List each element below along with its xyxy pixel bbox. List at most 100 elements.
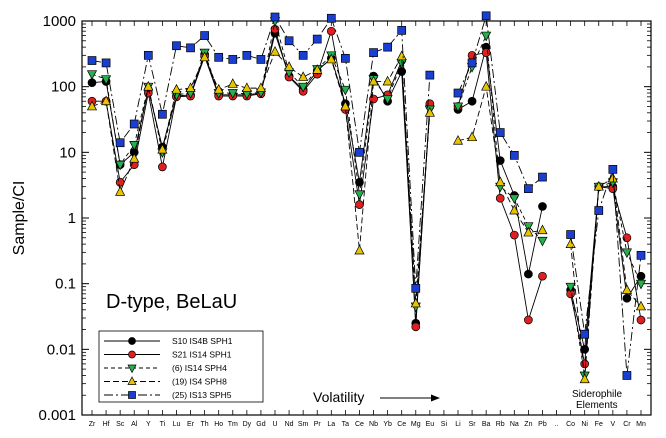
data-point <box>171 83 182 94</box>
data-point <box>200 31 209 40</box>
data-point <box>580 359 590 369</box>
data-point <box>523 226 534 237</box>
data-point <box>298 50 308 60</box>
data-point <box>227 78 238 88</box>
data-point <box>115 186 126 196</box>
x-tick-label: Cr <box>623 421 631 428</box>
x-tick-label: Pb <box>538 421 547 428</box>
data-point <box>270 12 280 22</box>
data-point <box>425 70 435 80</box>
data-point <box>397 26 407 35</box>
y-tick-label: 1000 <box>43 13 76 30</box>
data-point <box>101 58 111 68</box>
data-point <box>241 82 252 92</box>
data-point <box>524 269 533 279</box>
data-point <box>86 100 98 111</box>
series-4 <box>86 46 647 384</box>
data-point <box>495 176 506 187</box>
x-tick-label: Hf <box>103 421 110 428</box>
data-point <box>355 200 364 209</box>
data-point <box>635 279 647 290</box>
x-tick-label: Co <box>566 421 575 428</box>
data-point <box>566 230 575 239</box>
data-point <box>411 283 421 293</box>
data-point <box>340 100 351 111</box>
x-tick-label: .. <box>555 421 559 428</box>
volatility-label: Volatility <box>313 389 364 405</box>
legend: S10 IS4B SPH1 S21 IS14 SPH1 (6) IS14 SPH4 (… <box>98 330 264 403</box>
data-point <box>509 230 519 240</box>
data-point <box>466 131 478 142</box>
data-point <box>580 329 590 339</box>
data-point <box>622 233 632 243</box>
x-tick-label: Rb <box>496 421 505 428</box>
x-tick-label: Ba <box>482 421 491 428</box>
data-point <box>100 95 112 106</box>
x-tick-label: Ta <box>342 421 350 428</box>
data-point <box>593 180 604 191</box>
x-tick-label: U <box>272 421 277 428</box>
y-tick-label: 100 <box>51 79 76 96</box>
data-point <box>452 135 464 145</box>
data-point <box>621 284 633 294</box>
data-point <box>256 55 266 64</box>
legend-label: (6) IS14 SPH4 <box>172 363 227 373</box>
x-tick-label: Eu <box>426 421 435 428</box>
x-tick-label: Er <box>187 421 195 428</box>
x-tick-label: Pr <box>314 421 322 428</box>
data-point <box>579 373 590 384</box>
x-tick-label: Fe <box>595 421 603 428</box>
data-point <box>396 50 407 61</box>
volatility-arrow-head <box>431 394 440 402</box>
x-tick-label: Mg <box>411 421 421 428</box>
data-point <box>537 236 548 247</box>
data-point <box>242 50 252 60</box>
x-tick-label: Zr <box>89 421 96 428</box>
x-tick-label: Zn <box>524 421 532 428</box>
legend-marker <box>128 391 136 399</box>
x-tick-label: Mn <box>636 421 646 428</box>
data-point <box>565 282 576 293</box>
x-tick-label: Si <box>441 421 448 428</box>
data-point <box>115 160 126 171</box>
data-point <box>608 165 618 174</box>
data-point <box>158 162 167 172</box>
data-point <box>185 82 196 92</box>
data-point <box>228 55 238 64</box>
data-point <box>467 50 477 60</box>
data-point <box>326 26 336 36</box>
y-tick-label: 0.01 <box>47 341 76 358</box>
data-point <box>284 36 294 46</box>
x-tick-label: Tm <box>228 421 238 428</box>
y-axis-label: Sample/CI <box>11 181 28 256</box>
data-point <box>452 102 464 113</box>
data-point <box>214 52 224 62</box>
data-point <box>326 13 336 23</box>
data-point <box>538 202 547 211</box>
y-tick-label: 10 <box>59 144 76 161</box>
data-point <box>157 143 168 154</box>
data-point <box>411 322 421 332</box>
data-point <box>186 43 195 53</box>
data-point <box>538 271 547 281</box>
data-point <box>369 48 378 57</box>
siderophile-label-1: Siderophile <box>572 389 622 400</box>
data-point <box>86 70 98 80</box>
data-point <box>129 152 140 163</box>
data-point <box>622 371 632 380</box>
data-point <box>382 95 393 105</box>
x-tick-label: Y <box>146 421 151 428</box>
data-point <box>354 244 365 255</box>
data-point <box>115 177 125 187</box>
data-point <box>467 96 477 106</box>
data-point <box>509 150 519 160</box>
data-point <box>509 204 520 215</box>
data-point <box>537 224 548 235</box>
x-tick-label: Lu <box>173 421 181 428</box>
data-point <box>368 75 379 86</box>
data-point <box>410 297 421 308</box>
data-point <box>635 300 647 311</box>
data-point <box>87 56 97 65</box>
x-tick-label: Sm <box>298 421 309 428</box>
